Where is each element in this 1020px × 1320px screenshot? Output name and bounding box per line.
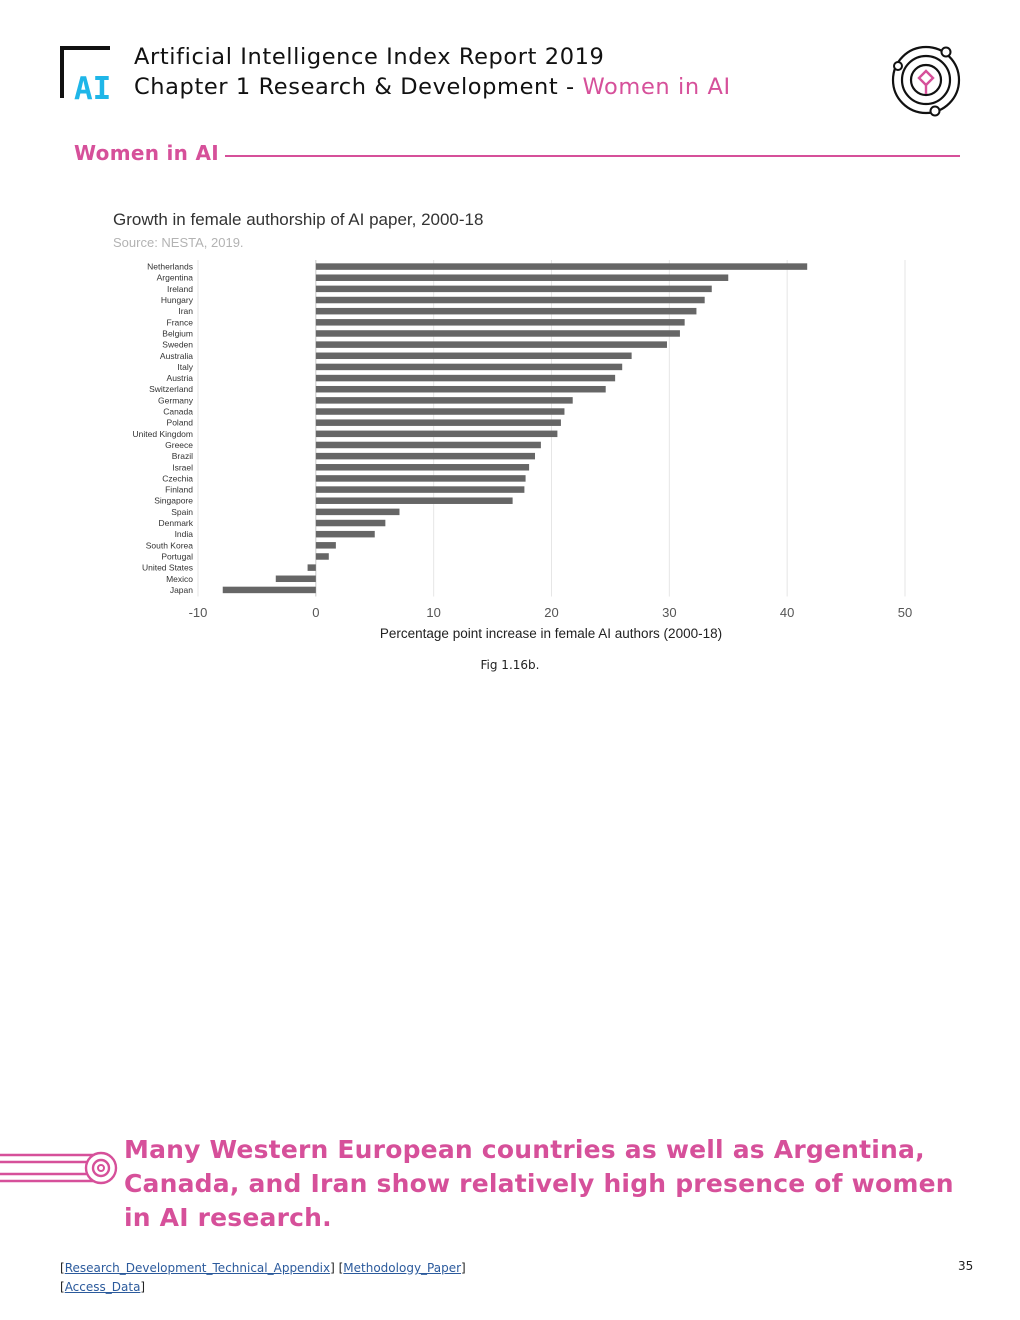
bar <box>315 397 573 404</box>
link-methodology-paper[interactable]: Methodology_Paper <box>343 1261 462 1275</box>
bar <box>315 385 606 393</box>
x-tick-label: 50 <box>898 605 912 620</box>
bar <box>315 274 729 281</box>
chapter-section-label: Women in AI <box>582 74 731 100</box>
category-label: Spain <box>171 507 193 517</box>
category-label: Netherlands <box>147 262 193 272</box>
bar <box>315 475 526 482</box>
bar <box>307 564 316 571</box>
logo-text: AI <box>74 71 111 102</box>
category-label: Austria <box>167 373 194 383</box>
figure-caption: Fig 1.16b. <box>480 658 540 672</box>
bar <box>315 363 623 371</box>
bar <box>315 441 541 449</box>
footer-links: [Research_Development_Technical_Appendix… <box>60 1261 466 1294</box>
category-label: Australia <box>160 351 193 361</box>
category-label: Finland <box>165 485 193 495</box>
bar <box>315 542 336 549</box>
chapter-heading: Chapter 1 Research & Development - Women… <box>134 74 731 100</box>
page-number: 35 <box>958 1259 974 1273</box>
category-label: Mexico <box>166 574 193 584</box>
bar <box>315 319 685 326</box>
chart-source: Source: NESTA, 2019. <box>113 235 244 250</box>
category-labels: NetherlandsArgentinaIrelandHungaryIranFr… <box>133 262 194 595</box>
category-label: South Korea <box>146 540 194 550</box>
chapter-label: Chapter 1 Research & Development - <box>134 74 583 100</box>
category-label: Hungary <box>161 295 194 305</box>
category-label: Germany <box>158 395 194 405</box>
bar <box>315 330 680 337</box>
category-label: India <box>175 529 194 539</box>
bar <box>315 486 525 493</box>
x-tick-label: -10 <box>189 605 208 620</box>
category-label: Italy <box>177 362 193 372</box>
bar-chart: NetherlandsArgentinaIrelandHungaryIranFr… <box>133 260 913 641</box>
category-label: Singapore <box>154 496 193 506</box>
category-label: Denmark <box>159 518 194 528</box>
key-takeaway: Many Western European countries as well … <box>124 1135 954 1232</box>
x-tick-label: 10 <box>426 605 440 620</box>
x-axis-label: Percentage point increase in female AI a… <box>380 626 722 641</box>
section-title: Women in AI <box>74 141 219 165</box>
x-tick-label: 40 <box>780 605 794 620</box>
bar <box>315 408 565 415</box>
x-tick-label: 30 <box>662 605 676 620</box>
bar <box>222 586 316 594</box>
link-access-data[interactable]: Access_Data <box>64 1280 141 1294</box>
category-label: Portugal <box>161 551 193 561</box>
bar <box>315 464 530 471</box>
bar <box>315 519 386 527</box>
callout-decoration-icon <box>0 1151 118 1185</box>
category-label: Sweden <box>162 340 193 350</box>
gridlines <box>197 260 906 597</box>
category-label: Czechia <box>162 473 193 483</box>
orbit-icon <box>891 45 961 117</box>
category-label: Iran <box>178 306 193 316</box>
category-label: Argentina <box>157 273 194 283</box>
category-label: Switzerland <box>149 384 193 394</box>
bar <box>315 285 712 293</box>
bar <box>315 430 558 438</box>
bar <box>315 553 329 560</box>
bar <box>315 508 400 516</box>
x-tick-label: 20 <box>544 605 558 620</box>
report-title: Artificial Intelligence Index Report 201… <box>134 44 605 70</box>
bar <box>315 307 697 315</box>
category-label: United Kingdom <box>133 429 193 439</box>
bar <box>315 530 375 538</box>
x-tick-label: 0 <box>312 605 319 620</box>
bar <box>315 341 667 348</box>
category-label: Greece <box>165 440 193 450</box>
bar <box>315 419 561 426</box>
x-tick-labels: -10 0 10 20 30 40 50 <box>189 605 913 620</box>
bar <box>315 263 808 270</box>
bar <box>315 452 536 460</box>
category-label: Canada <box>163 407 193 417</box>
category-label: Japan <box>170 585 193 595</box>
category-label: Ireland <box>167 284 193 294</box>
category-label: Poland <box>167 418 194 428</box>
chart-title: Growth in female authorship of AI paper,… <box>113 210 484 229</box>
category-label: Brazil <box>172 451 193 461</box>
link-technical-appendix[interactable]: Research_Development_Technical_Appendix <box>64 1261 331 1275</box>
ai-index-logo: AI <box>60 46 111 102</box>
category-label: France <box>167 317 194 327</box>
section-divider <box>225 155 960 157</box>
bars <box>222 263 808 594</box>
category-label: Israel <box>172 462 193 472</box>
bar <box>315 352 632 360</box>
bar <box>315 296 705 304</box>
bar <box>275 575 316 583</box>
bar <box>315 497 513 504</box>
category-label: United States <box>142 563 193 573</box>
category-label: Belgium <box>162 328 193 338</box>
bar <box>315 374 616 382</box>
